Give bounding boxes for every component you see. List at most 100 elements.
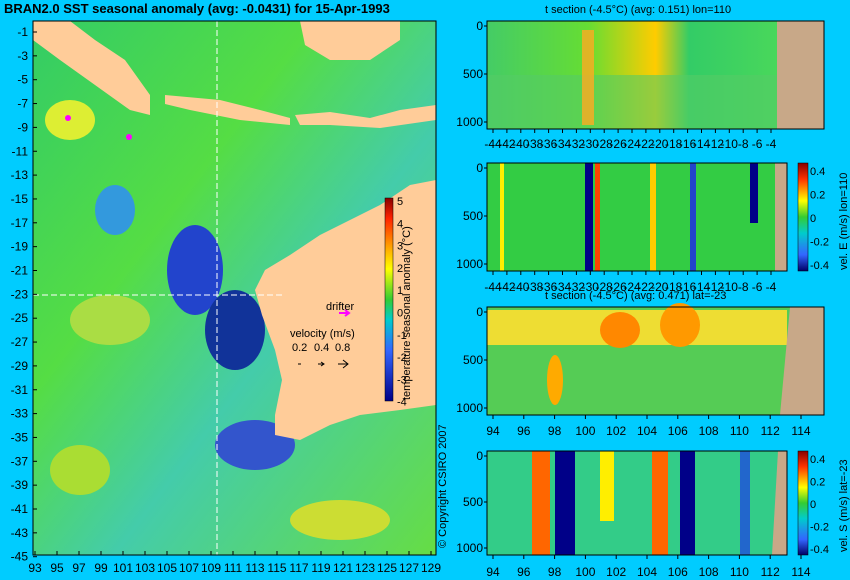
section1-land — [777, 21, 824, 129]
section-x-tick-label: -42 — [498, 280, 516, 294]
cold-anomaly-4 — [95, 185, 135, 235]
colorbar-tick-label: 5 — [397, 196, 403, 208]
colorbar-tick-label: 2 — [397, 263, 403, 275]
section-x-tick-label: 114 — [791, 424, 810, 438]
map-x-tick-label: 99 — [94, 561, 108, 575]
velocity-value-large: 0.8 — [335, 342, 351, 354]
vel-e-label: vel. E (m/s) lon=110 — [838, 173, 850, 270]
map-y-tick-label: -13 — [11, 168, 29, 182]
colorbar-label: temperature seasonal anomaly (°C) — [401, 226, 413, 400]
section-x-tick-label: 110 — [730, 565, 749, 579]
map-y-tick-label: -39 — [11, 478, 29, 492]
section-y-tick-label: 1000 — [456, 401, 483, 415]
section-x-tick-label: -8 — [738, 280, 749, 294]
map-x-tick-label: 111 — [224, 561, 243, 575]
section-x-tick-label: -20 — [651, 280, 669, 294]
map-x-tick-label: 105 — [157, 561, 177, 575]
land-borneo — [300, 21, 400, 60]
section-y-tick-label: 0 — [476, 305, 483, 319]
vel-colorbar-tick-label: -0.2 — [810, 522, 829, 534]
section4-stripe-3 — [600, 451, 614, 521]
copyright-text: © Copyright CSIRO 2007 — [437, 424, 449, 548]
section-y-tick-label: 1000 — [456, 541, 483, 555]
map-title: BRAN2.0 SST seasonal anomaly (avg: -0.04… — [4, 1, 390, 16]
map-y-tick-label: -27 — [11, 335, 29, 349]
map-y-tick-label: -21 — [11, 264, 29, 278]
section-x-tick-label: -34 — [554, 280, 572, 294]
drifter-legend-arrow — [339, 309, 351, 317]
section-x-tick-label: -4 — [766, 280, 777, 294]
section2-frame — [486, 162, 788, 272]
vel-e-colorbar — [797, 162, 809, 272]
section3-ticks: 94 96 98 100 102 104 106 108 110 112 114 0 500 1000 — [456, 305, 811, 438]
section-x-tick-label: -42 — [498, 137, 516, 151]
section-x-tick-label: -4 — [766, 137, 777, 151]
section-x-tick-label: -22 — [637, 137, 655, 151]
section-x-tick-label: -40 — [512, 280, 530, 294]
section1-warm-streak — [582, 30, 594, 125]
vel-colorbar-tick-label: 0.4 — [810, 166, 825, 178]
section-x-tick-label: -22 — [637, 280, 655, 294]
vel-colorbar-tick-label: -0.2 — [810, 237, 829, 249]
section4-frame — [486, 450, 788, 556]
section-x-tick-label: -10 — [721, 137, 739, 151]
section1-title: t section (-4.5°C) (avg: 0.151) lon=110 — [545, 4, 732, 16]
vel-colorbar-tick-label: 0.2 — [810, 477, 825, 489]
map-x-tick-label: 107 — [179, 561, 199, 575]
section2-stripe-2 — [595, 163, 600, 271]
section3-warm-core-3 — [547, 355, 563, 405]
section4-ticks: 94 96 98 100 102 104 106 108 110 112 114 0 500 1000 — [456, 449, 811, 579]
map-x-tick-label: 109 — [201, 561, 221, 575]
colorbar-tick-label: 0 — [397, 308, 403, 320]
vel-colorbar-tick-label: 0.4 — [810, 454, 825, 466]
section-x-tick-label: -30 — [582, 137, 600, 151]
section3-warm-core-1 — [600, 312, 640, 348]
colorbar-tick-label: -3 — [397, 374, 407, 386]
section-x-tick-label: 94 — [486, 424, 500, 438]
section-y-tick-label: 0 — [476, 19, 483, 33]
section-x-tick-label: -6 — [752, 280, 763, 294]
section-y-tick-label: 500 — [463, 209, 483, 223]
velocity-arrow-large — [338, 359, 349, 369]
section-x-tick-label: -10 — [721, 280, 739, 294]
section-x-tick-label: 112 — [761, 565, 780, 579]
vel-e-colorbar-ticks: 0.4 0.2 0 -0.2 -0.4 — [810, 166, 829, 272]
section3-warm-core-2 — [660, 303, 700, 347]
section-x-tick-label: -44 — [484, 137, 502, 151]
land-islands — [295, 105, 436, 128]
velocity-value-medium: 0.4 — [314, 342, 330, 354]
section-x-tick-label: 102 — [606, 424, 626, 438]
vel-s-colorbar-ticks: 0.4 0.2 0 -0.2 -0.4 — [810, 454, 829, 556]
section-x-tick-label: 108 — [699, 565, 719, 579]
map-x-tick-label: 93 — [28, 561, 42, 575]
section-x-tick-label: 108 — [699, 424, 719, 438]
section2-stripe-5 — [650, 163, 656, 271]
map-x-tick-label: 129 — [421, 561, 441, 575]
warm-anomaly-2 — [70, 295, 150, 345]
section-y-tick-label: 500 — [463, 353, 483, 367]
section1-ticks: -44-42-40-38-36-34-32-30-28-26-24-22-20-… — [456, 19, 776, 151]
map-x-tick-label: 121 — [333, 561, 353, 575]
section-x-tick-label: 100 — [575, 424, 595, 438]
warm-anomaly-3 — [290, 500, 390, 540]
section-x-tick-label: 114 — [791, 565, 810, 579]
section4-land — [772, 451, 787, 555]
section-y-tick-label: 1000 — [456, 115, 483, 129]
map-y-tick-label: -19 — [11, 240, 29, 254]
temperature-colorbar — [384, 197, 394, 402]
velocity-value-small: 0.2 — [292, 342, 308, 354]
temperature-colorbar-ticks: 5 4 3 2 1 0 -1 -2 -3 -4 — [397, 196, 407, 409]
section2-stripe-6 — [750, 163, 758, 223]
section-x-tick-label: 100 — [575, 565, 595, 579]
section-x-tick-label: -12 — [707, 137, 725, 151]
section2-ticks: -44-42-40-38-36-34-32-30-28-26-24-22-20-… — [456, 161, 776, 294]
map-y-tick-labels: -1 -3 -5 -7 -9 -11 -13 -15 -17 -19 -21 -23 -25 -27 -29… — [11, 25, 37, 564]
colorbar-tick-label: 1 — [397, 285, 403, 297]
map-y-tick-label: -37 — [11, 454, 29, 468]
map-x-tick-label: 119 — [311, 561, 330, 575]
section4-stripe-1 — [532, 451, 550, 555]
map-x-tick-label: 101 — [113, 561, 133, 575]
section3-title: t section (-4.5°C) (avg: 0.471) lat=-23 — [545, 290, 727, 302]
section-x-tick-label: -36 — [540, 280, 558, 294]
section-x-tick-label: -20 — [651, 137, 669, 151]
